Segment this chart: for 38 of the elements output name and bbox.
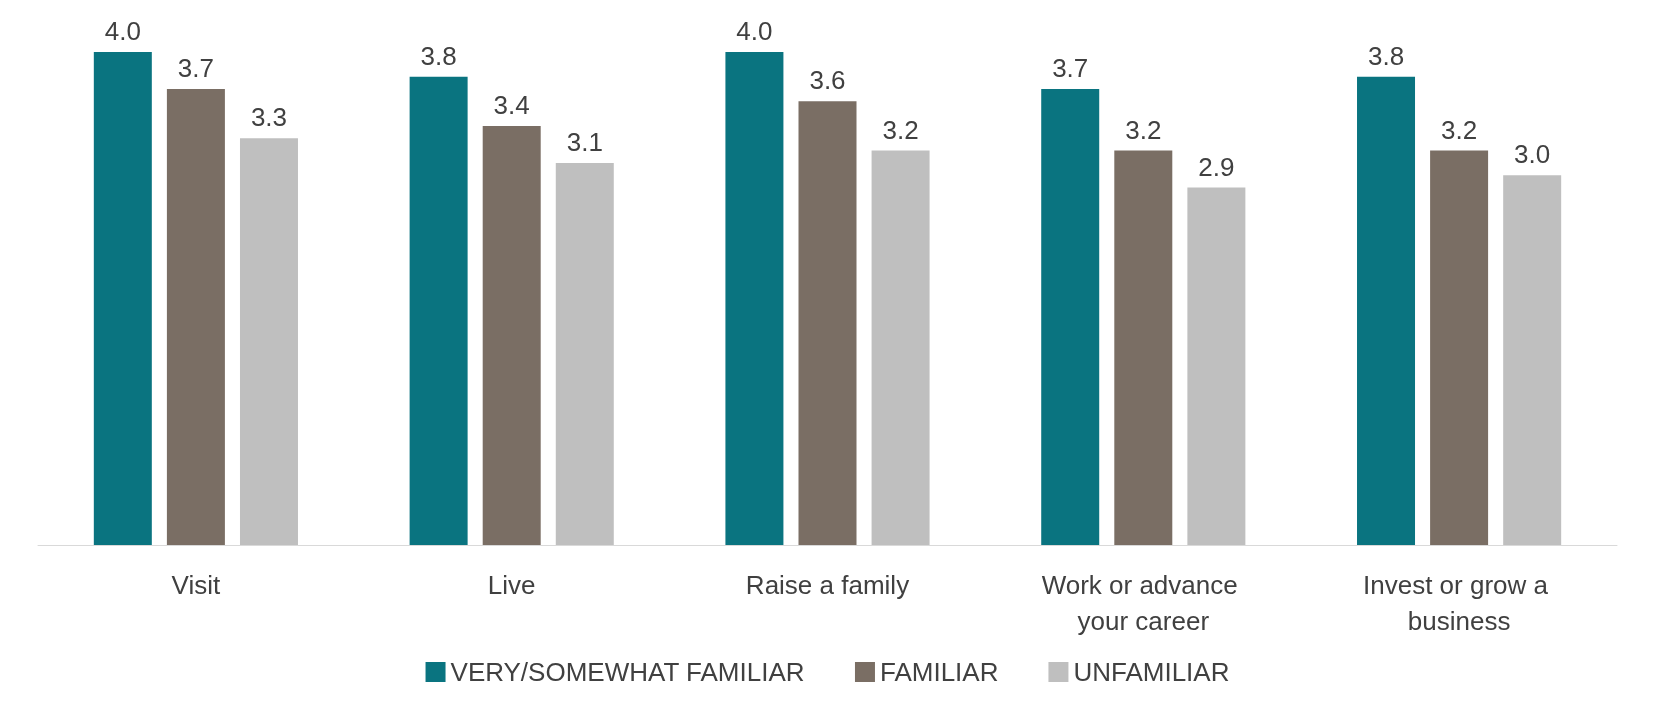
data-label: 3.2 xyxy=(882,114,919,145)
data-label: 3.3 xyxy=(250,102,288,133)
x-tick-label: Live xyxy=(487,570,536,600)
data-label: 3.6 xyxy=(809,65,846,96)
data-label: 3.1 xyxy=(566,126,603,157)
bar xyxy=(555,162,614,545)
legend-label: UNFAMILIAR xyxy=(1073,657,1230,687)
bar xyxy=(725,52,784,545)
data-label: 4.0 xyxy=(736,16,773,46)
bar xyxy=(239,138,298,545)
data-label: 3.2 xyxy=(1441,114,1478,145)
data-label: 3.7 xyxy=(177,52,214,83)
x-tick-label: Visit xyxy=(171,570,221,600)
data-label: 2.9 xyxy=(1198,151,1235,182)
x-tick-label: Work or advance your career xyxy=(1041,570,1245,636)
bar xyxy=(166,88,225,545)
data-label: 3.4 xyxy=(493,89,530,120)
bar xyxy=(1503,175,1562,545)
bar xyxy=(1041,88,1100,545)
bar xyxy=(871,150,930,545)
bar xyxy=(1430,150,1489,545)
bar xyxy=(482,125,541,545)
data-label: 3.2 xyxy=(1125,114,1162,145)
bar xyxy=(798,101,857,545)
data-label: 3.7 xyxy=(1052,52,1089,83)
data-label: 3.0 xyxy=(1514,139,1551,170)
x-tick-label: Invest or grow a business xyxy=(1363,570,1556,636)
data-label: 3.8 xyxy=(1367,40,1405,71)
legend-label: FAMILIAR xyxy=(879,657,999,687)
bar xyxy=(1114,150,1173,545)
bar xyxy=(409,76,468,545)
data-label: 3.8 xyxy=(420,40,457,71)
x-tick-label: Raise a family xyxy=(745,570,910,600)
bar xyxy=(1187,187,1246,545)
bar xyxy=(1357,76,1416,545)
legend-label: VERY/SOMEWHAT FAMILIAR xyxy=(450,657,805,687)
bar xyxy=(93,52,152,545)
data-label: 4.0 xyxy=(104,16,141,46)
